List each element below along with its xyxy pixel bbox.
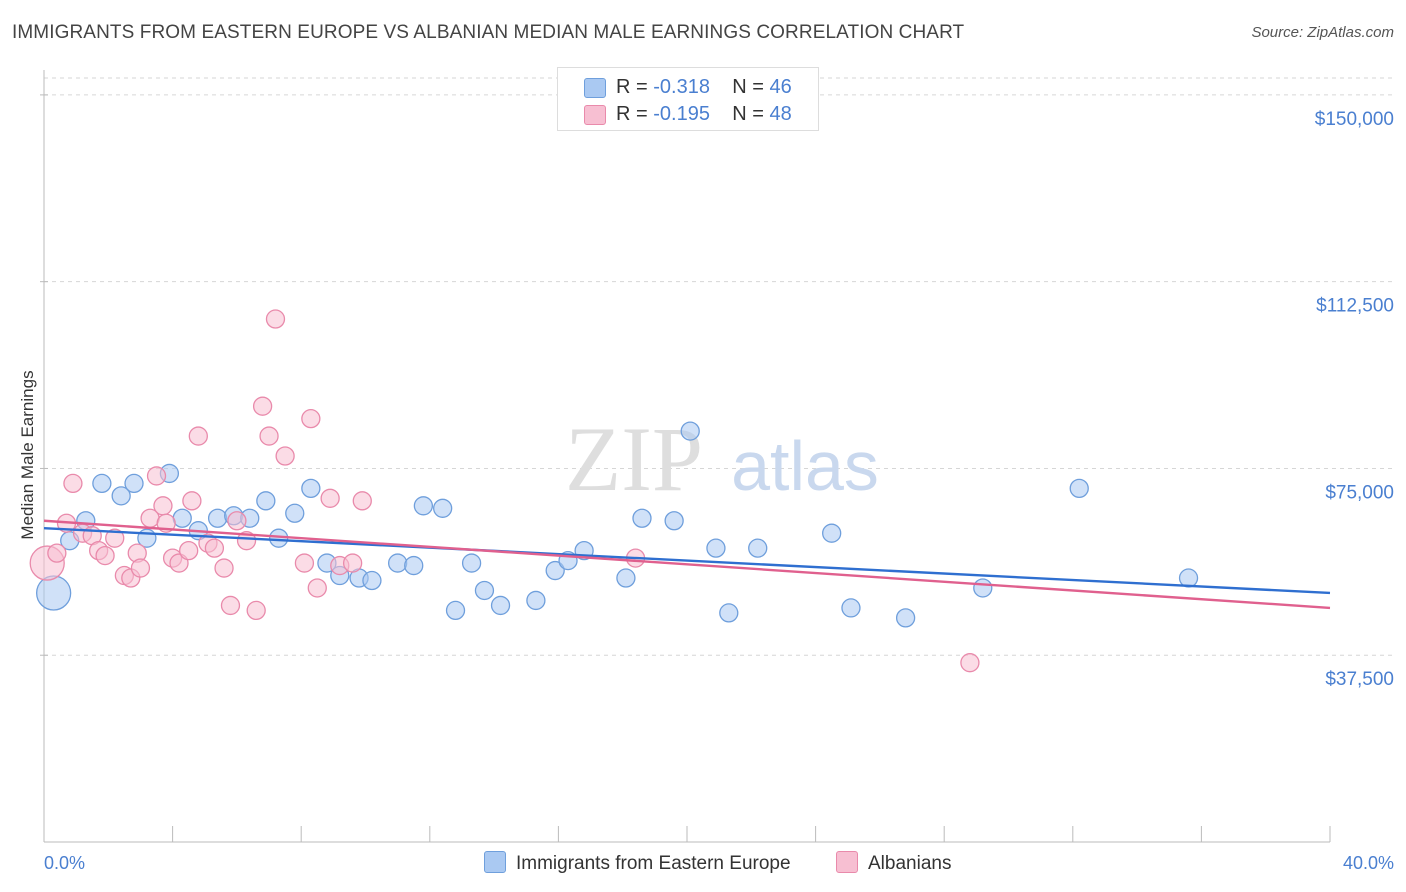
point-albanians xyxy=(179,540,199,561)
point-albanians xyxy=(220,595,241,616)
point-albanians xyxy=(153,496,173,516)
r-label: R = xyxy=(616,76,654,98)
point-eastern-europe xyxy=(706,538,726,558)
point-eastern-europe xyxy=(680,421,700,441)
point-albanians xyxy=(47,543,67,563)
watermark-atlas: atlas xyxy=(731,427,879,505)
n-label: N = xyxy=(732,76,770,98)
legend-item-eastern-europe: Immigrants from Eastern Europe xyxy=(484,851,791,875)
point-eastern-europe xyxy=(1069,478,1089,499)
legend-label: Immigrants from Eastern Europe xyxy=(516,853,791,874)
point-albanians xyxy=(301,408,321,429)
legend-item-albanians: Albanians xyxy=(836,851,951,875)
y-tick-label: $37,500 xyxy=(1325,669,1394,690)
point-albanians xyxy=(307,578,327,598)
axes xyxy=(40,70,1331,843)
point-albanians xyxy=(204,538,225,558)
point-albanians xyxy=(259,426,279,446)
point-albanians xyxy=(275,446,295,466)
point-eastern-europe xyxy=(526,590,546,611)
y-tick-label: $112,500 xyxy=(1316,296,1394,317)
x-tick-labels: 0.0% 40.0% xyxy=(44,853,1394,873)
x-tick-label-min: 0.0% xyxy=(44,853,85,873)
point-albanians xyxy=(130,558,151,578)
point-eastern-europe xyxy=(973,578,993,598)
r-value: -0.318 xyxy=(653,76,710,98)
point-eastern-europe xyxy=(664,511,684,531)
y-tick-labels: $150,000 $112,500 $75,000 $37,500 xyxy=(1315,109,1394,690)
point-albanians xyxy=(236,531,257,551)
point-eastern-europe xyxy=(474,580,495,601)
n-value: 46 xyxy=(769,76,792,98)
point-albanians xyxy=(960,653,980,673)
point-eastern-europe xyxy=(404,555,424,576)
point-albanians xyxy=(146,466,167,486)
watermark: ZIP atlas xyxy=(565,408,879,510)
point-eastern-europe xyxy=(413,496,434,516)
point-albanians xyxy=(342,553,363,573)
stats-swatch-eastern-europe xyxy=(584,78,606,98)
point-albanians xyxy=(320,488,340,508)
point-eastern-europe xyxy=(387,553,408,573)
point-eastern-europe xyxy=(35,575,72,611)
point-eastern-europe xyxy=(256,491,276,511)
r-value: -0.195 xyxy=(653,103,710,125)
y-tick-label: $75,000 xyxy=(1325,482,1394,503)
y-tick-label: $150,000 xyxy=(1315,109,1394,130)
point-eastern-europe xyxy=(461,553,482,573)
point-albanians xyxy=(188,426,208,446)
point-eastern-europe xyxy=(841,598,861,618)
point-eastern-europe xyxy=(124,473,144,494)
stats-swatch-albanians xyxy=(584,105,606,125)
r-label: R = xyxy=(616,103,654,125)
point-eastern-europe xyxy=(301,478,321,499)
chart-source: Source: ZipAtlas.com xyxy=(1251,24,1394,41)
point-albanians xyxy=(105,528,125,548)
point-eastern-europe xyxy=(545,560,565,581)
n-label: N = xyxy=(732,103,770,125)
point-eastern-europe xyxy=(748,538,768,558)
point-albanians xyxy=(182,491,202,511)
point-eastern-europe xyxy=(895,608,916,628)
point-albanians xyxy=(246,600,266,621)
point-eastern-europe xyxy=(172,508,192,528)
point-eastern-europe xyxy=(445,600,466,621)
point-eastern-europe xyxy=(111,486,131,506)
point-eastern-europe xyxy=(433,498,453,518)
point-albanians xyxy=(227,511,247,531)
trend-line-eastern-europe xyxy=(43,527,1331,595)
point-eastern-europe xyxy=(616,568,636,588)
point-albanians xyxy=(214,558,234,578)
trend-lines xyxy=(43,519,1331,610)
point-eastern-europe xyxy=(632,508,652,528)
legend-swatch-eastern-europe xyxy=(484,851,506,873)
point-eastern-europe xyxy=(822,523,842,543)
point-eastern-europe xyxy=(490,595,511,616)
chart-title: IMMIGRANTS FROM EASTERN EUROPE VS ALBANI… xyxy=(12,22,965,43)
legend-label: Albanians xyxy=(868,853,952,874)
point-eastern-europe xyxy=(92,473,112,494)
trend-line-albanians xyxy=(43,519,1331,610)
n-value: 48 xyxy=(769,103,792,125)
point-albanians xyxy=(95,545,115,566)
point-albanians xyxy=(63,473,83,494)
point-albanians xyxy=(265,309,286,329)
point-eastern-europe xyxy=(285,503,305,523)
point-eastern-europe xyxy=(207,508,228,528)
point-eastern-europe xyxy=(362,570,382,591)
x-tick-label-max: 40.0% xyxy=(1343,853,1394,873)
gridlines xyxy=(44,77,1394,656)
stats-box: R = -0.318 N = 46 R = -0.195 N = 48 xyxy=(557,67,819,131)
point-albanians xyxy=(294,553,315,573)
legend-swatch-albanians xyxy=(836,851,858,873)
point-albanians xyxy=(352,491,372,511)
point-albanians xyxy=(252,396,273,416)
point-eastern-europe xyxy=(1178,568,1199,588)
watermark-zip: ZIP xyxy=(565,408,703,510)
point-eastern-europe xyxy=(719,603,739,623)
